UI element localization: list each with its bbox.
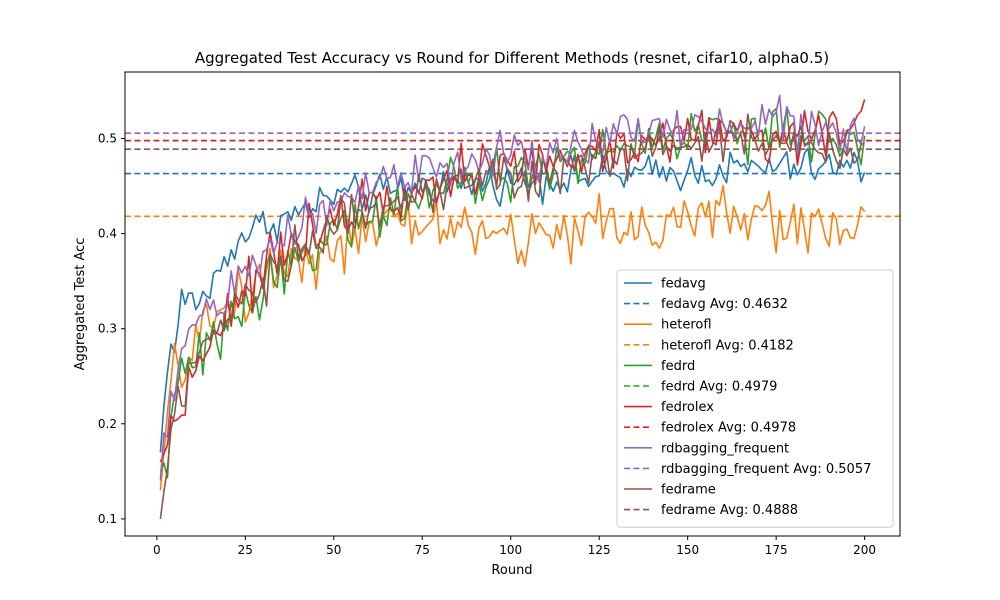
series-lines <box>159 94 866 519</box>
x-tick-label: 0 <box>153 543 161 557</box>
x-tick-label: 175 <box>765 543 788 557</box>
legend-entry-series: fedrolex <box>661 400 714 415</box>
plot-frame <box>124 71 901 537</box>
legend-entry-average: fedavg Avg: 0.4632 <box>661 297 788 312</box>
legend-entry-series: fedavg <box>661 277 706 292</box>
legend-entry-average: rdbagging_frequent Avg: 0.5057 <box>661 462 871 477</box>
y-tick-label: 0.5 <box>98 132 117 146</box>
legend-entry-series: fedrame <box>661 483 716 498</box>
x-axis-label: Round <box>491 563 532 578</box>
x-tick-label: 100 <box>499 543 522 557</box>
y-axis: 0.1 0.2 0.3 0.4 0.5 <box>98 132 125 526</box>
legend-entry-average: heterofl Avg: 0.4182 <box>661 338 794 353</box>
x-tick-label: 125 <box>588 543 611 557</box>
legend-entry-average: fedrame Avg: 0.4888 <box>661 503 798 518</box>
x-tick-label: 50 <box>326 543 341 557</box>
chart-title: Aggregated Test Accuracy vs Round for Di… <box>195 49 829 67</box>
x-tick-label: 25 <box>238 543 253 557</box>
x-axis: 0 25 50 75 100 125 150 175 200 <box>153 536 876 557</box>
y-tick-label: 0.3 <box>98 322 117 336</box>
series-line-fedrame <box>159 113 865 519</box>
x-tick-label: 150 <box>676 543 699 557</box>
y-tick-label: 0.1 <box>98 512 117 526</box>
legend-entry-series: rdbagging_frequent <box>661 441 789 456</box>
legend: fedavg fedavg Avg: 0.4632 heterofl heterofl… <box>616 269 894 528</box>
legend-entry-average: fedrd Avg: 0.4979 <box>661 380 777 395</box>
legend-entry-series: heterofl <box>661 318 712 333</box>
y-tick-label: 0.2 <box>98 417 117 431</box>
x-tick-label: 75 <box>415 543 430 557</box>
average-lines <box>125 132 900 218</box>
legend-box <box>616 269 894 528</box>
x-tick-label: 200 <box>853 543 876 557</box>
legend-entry-average: fedrolex Avg: 0.4978 <box>661 421 796 436</box>
y-axis-label: Aggregated Test Acc <box>73 238 88 371</box>
legend-entry-series: fedrd <box>661 359 695 374</box>
y-tick-label: 0.4 <box>98 227 117 241</box>
